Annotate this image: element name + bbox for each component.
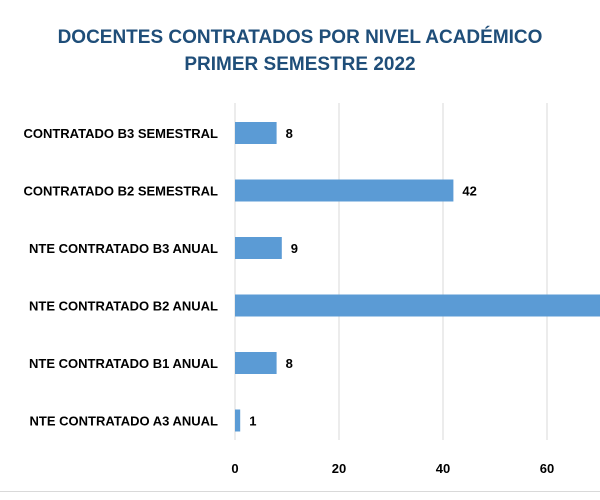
- data-label: 9: [291, 241, 298, 256]
- category-label: NTE CONTRATADO B2 ANUAL: [29, 299, 218, 314]
- bar: [235, 237, 282, 259]
- category-label: NTE CONTRATADO B1 ANUAL: [29, 356, 218, 371]
- chart-title-block: DOCENTES CONTRATADOS POR NIVEL ACADÉMICO…: [0, 24, 600, 78]
- data-label: 42: [462, 184, 476, 199]
- x-tick-label: 60: [540, 461, 554, 476]
- data-label: 8: [286, 356, 293, 371]
- x-tick-label: 0: [231, 461, 238, 476]
- category-label: CONTRATADO B2 SEMESTRAL: [23, 184, 218, 199]
- bar: [235, 352, 277, 374]
- chart-subtitle: PRIMER SEMESTRE 2022: [184, 54, 416, 75]
- bar: [235, 122, 277, 144]
- x-tick-label: 20: [332, 461, 346, 476]
- bar: [235, 179, 454, 202]
- chart-title: DOCENTES CONTRATADOS POR NIVEL ACADÉMICO: [57, 27, 543, 48]
- bar: [235, 409, 241, 432]
- data-label: 1: [249, 414, 256, 429]
- category-label: CONTRATADO B3 SEMESTRAL: [23, 126, 218, 141]
- data-label: 8: [286, 126, 293, 141]
- category-label: NTE CONTRATADO A3 ANUAL: [30, 414, 219, 429]
- category-label: NTE CONTRATADO B3 ANUAL: [29, 241, 218, 256]
- bar: [235, 294, 600, 317]
- x-tick-label: 40: [436, 461, 450, 476]
